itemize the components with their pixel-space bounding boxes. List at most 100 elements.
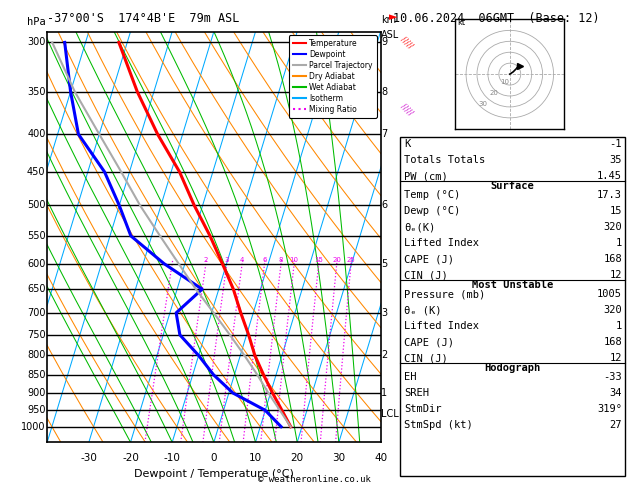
Text: 20: 20 [291,452,304,463]
Text: 550: 550 [27,231,45,241]
Text: 320: 320 [603,222,622,232]
Text: 3: 3 [225,257,229,263]
Text: 20: 20 [332,257,341,263]
Text: 8: 8 [279,257,283,263]
Text: /////: ///// [399,35,415,50]
Text: 40: 40 [374,452,387,463]
Text: 950: 950 [27,405,45,416]
Text: -10: -10 [164,452,181,463]
Text: Most Unstable: Most Unstable [472,280,553,290]
Text: 750: 750 [27,330,45,340]
Text: 450: 450 [27,167,45,177]
Text: -33: -33 [603,372,622,382]
Text: 319°: 319° [597,404,622,415]
Text: 500: 500 [27,200,45,210]
Text: 1: 1 [381,388,387,398]
Text: ►: ► [389,12,398,22]
Text: 8: 8 [381,87,387,97]
Text: CIN (J): CIN (J) [404,270,448,280]
Text: 17.3: 17.3 [597,190,622,200]
Text: 168: 168 [603,337,622,347]
Text: -1: -1 [610,139,622,149]
Text: Dewpoint / Temperature (°C): Dewpoint / Temperature (°C) [134,469,294,479]
Text: 2: 2 [381,350,387,361]
Text: 34: 34 [610,388,622,399]
Text: 1: 1 [616,238,622,248]
Text: /////: ///// [399,191,415,207]
Text: 1000: 1000 [21,422,45,432]
Text: 30: 30 [332,452,345,463]
Text: Hodograph: Hodograph [484,363,540,373]
Text: Lifted Index: Lifted Index [404,321,479,331]
Text: 1.45: 1.45 [597,171,622,181]
Text: PW (cm): PW (cm) [404,171,448,181]
Text: Temp (°C): Temp (°C) [404,190,460,200]
Legend: Temperature, Dewpoint, Parcel Trajectory, Dry Adiabat, Wet Adiabat, Isotherm, Mi: Temperature, Dewpoint, Parcel Trajectory… [289,35,377,118]
Text: 15: 15 [314,257,323,263]
Text: 4: 4 [240,257,244,263]
Text: 15: 15 [610,206,622,216]
Text: 650: 650 [27,284,45,294]
Text: 700: 700 [27,308,45,318]
Text: StmSpd (kt): StmSpd (kt) [404,420,472,431]
Text: 400: 400 [27,129,45,139]
Text: Pressure (mb): Pressure (mb) [404,289,485,299]
Text: 900: 900 [27,388,45,398]
Text: 1005: 1005 [597,289,622,299]
Text: /////: ///// [399,402,415,418]
Text: Totals Totals: Totals Totals [404,155,485,165]
Text: /////: ///// [399,367,415,382]
Text: /////: ///// [399,234,415,249]
Text: km: km [381,16,396,25]
Text: StmDir: StmDir [404,404,442,415]
Text: Lifted Index: Lifted Index [404,238,479,248]
Text: 5: 5 [381,259,387,269]
Text: SREH: SREH [404,388,429,399]
Text: 30: 30 [478,101,487,107]
Text: 10: 10 [249,452,262,463]
Text: CAPE (J): CAPE (J) [404,337,454,347]
Text: Mixing Ratio (g/kg): Mixing Ratio (g/kg) [403,194,412,280]
Text: LCL: LCL [381,409,399,418]
Text: -37°00'S  174°4B'E  79m ASL: -37°00'S 174°4B'E 79m ASL [47,12,240,25]
Text: 850: 850 [27,370,45,380]
Text: 12: 12 [610,270,622,280]
Text: 10: 10 [500,79,509,85]
Text: EH: EH [404,372,416,382]
Text: 3: 3 [381,308,387,318]
Text: CIN (J): CIN (J) [404,353,448,364]
Text: 168: 168 [603,254,622,264]
Text: 10.06.2024  06GMT  (Base: 12): 10.06.2024 06GMT (Base: 12) [393,12,599,25]
Text: 2: 2 [204,257,208,263]
Text: /////: ///// [399,102,415,117]
Text: 7: 7 [381,129,387,139]
Text: hPa: hPa [27,17,46,28]
Text: 6: 6 [262,257,267,263]
Text: 0: 0 [211,452,217,463]
Text: /////: ///// [399,413,415,428]
Text: 35: 35 [610,155,622,165]
Text: 12: 12 [610,353,622,364]
Text: -30: -30 [81,452,97,463]
Text: © weatheronline.co.uk: © weatheronline.co.uk [258,474,371,484]
Text: CAPE (J): CAPE (J) [404,254,454,264]
Text: 9: 9 [381,37,387,48]
Text: ASL: ASL [381,30,399,40]
Text: /////: ///// [399,385,415,401]
Text: 6: 6 [381,200,387,210]
Text: 10: 10 [289,257,299,263]
Text: 800: 800 [27,350,45,361]
Text: Surface: Surface [491,181,534,191]
Text: K: K [404,139,410,149]
Text: 300: 300 [27,37,45,48]
Text: 320: 320 [603,305,622,315]
Text: 27: 27 [610,420,622,431]
Text: kt: kt [457,18,465,27]
Text: 600: 600 [27,259,45,269]
Text: 25: 25 [347,257,355,263]
Text: 1: 1 [616,321,622,331]
Text: /////: ///// [399,347,415,364]
Text: 20: 20 [489,90,498,96]
Text: θₑ(K): θₑ(K) [404,222,435,232]
Text: -20: -20 [122,452,139,463]
